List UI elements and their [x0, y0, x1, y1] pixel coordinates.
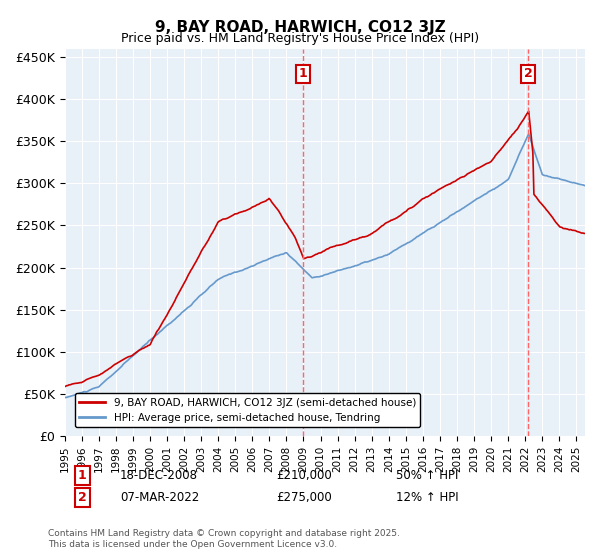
Text: 07-MAR-2022: 07-MAR-2022 — [120, 491, 199, 504]
Text: 1: 1 — [298, 67, 307, 81]
Text: £210,000: £210,000 — [276, 469, 332, 482]
Text: 2: 2 — [524, 67, 533, 81]
Text: 18-DEC-2008: 18-DEC-2008 — [120, 469, 198, 482]
Text: Price paid vs. HM Land Registry's House Price Index (HPI): Price paid vs. HM Land Registry's House … — [121, 32, 479, 45]
Text: 9, BAY ROAD, HARWICH, CO12 3JZ: 9, BAY ROAD, HARWICH, CO12 3JZ — [155, 20, 445, 35]
Text: 2: 2 — [78, 491, 87, 504]
Text: 12% ↑ HPI: 12% ↑ HPI — [396, 491, 458, 504]
Text: £275,000: £275,000 — [276, 491, 332, 504]
Text: 50% ↑ HPI: 50% ↑ HPI — [396, 469, 458, 482]
Text: 1: 1 — [78, 469, 87, 482]
Text: Contains HM Land Registry data © Crown copyright and database right 2025.
This d: Contains HM Land Registry data © Crown c… — [48, 529, 400, 549]
Legend: 9, BAY ROAD, HARWICH, CO12 3JZ (semi-detached house), HPI: Average price, semi-d: 9, BAY ROAD, HARWICH, CO12 3JZ (semi-det… — [75, 393, 420, 427]
